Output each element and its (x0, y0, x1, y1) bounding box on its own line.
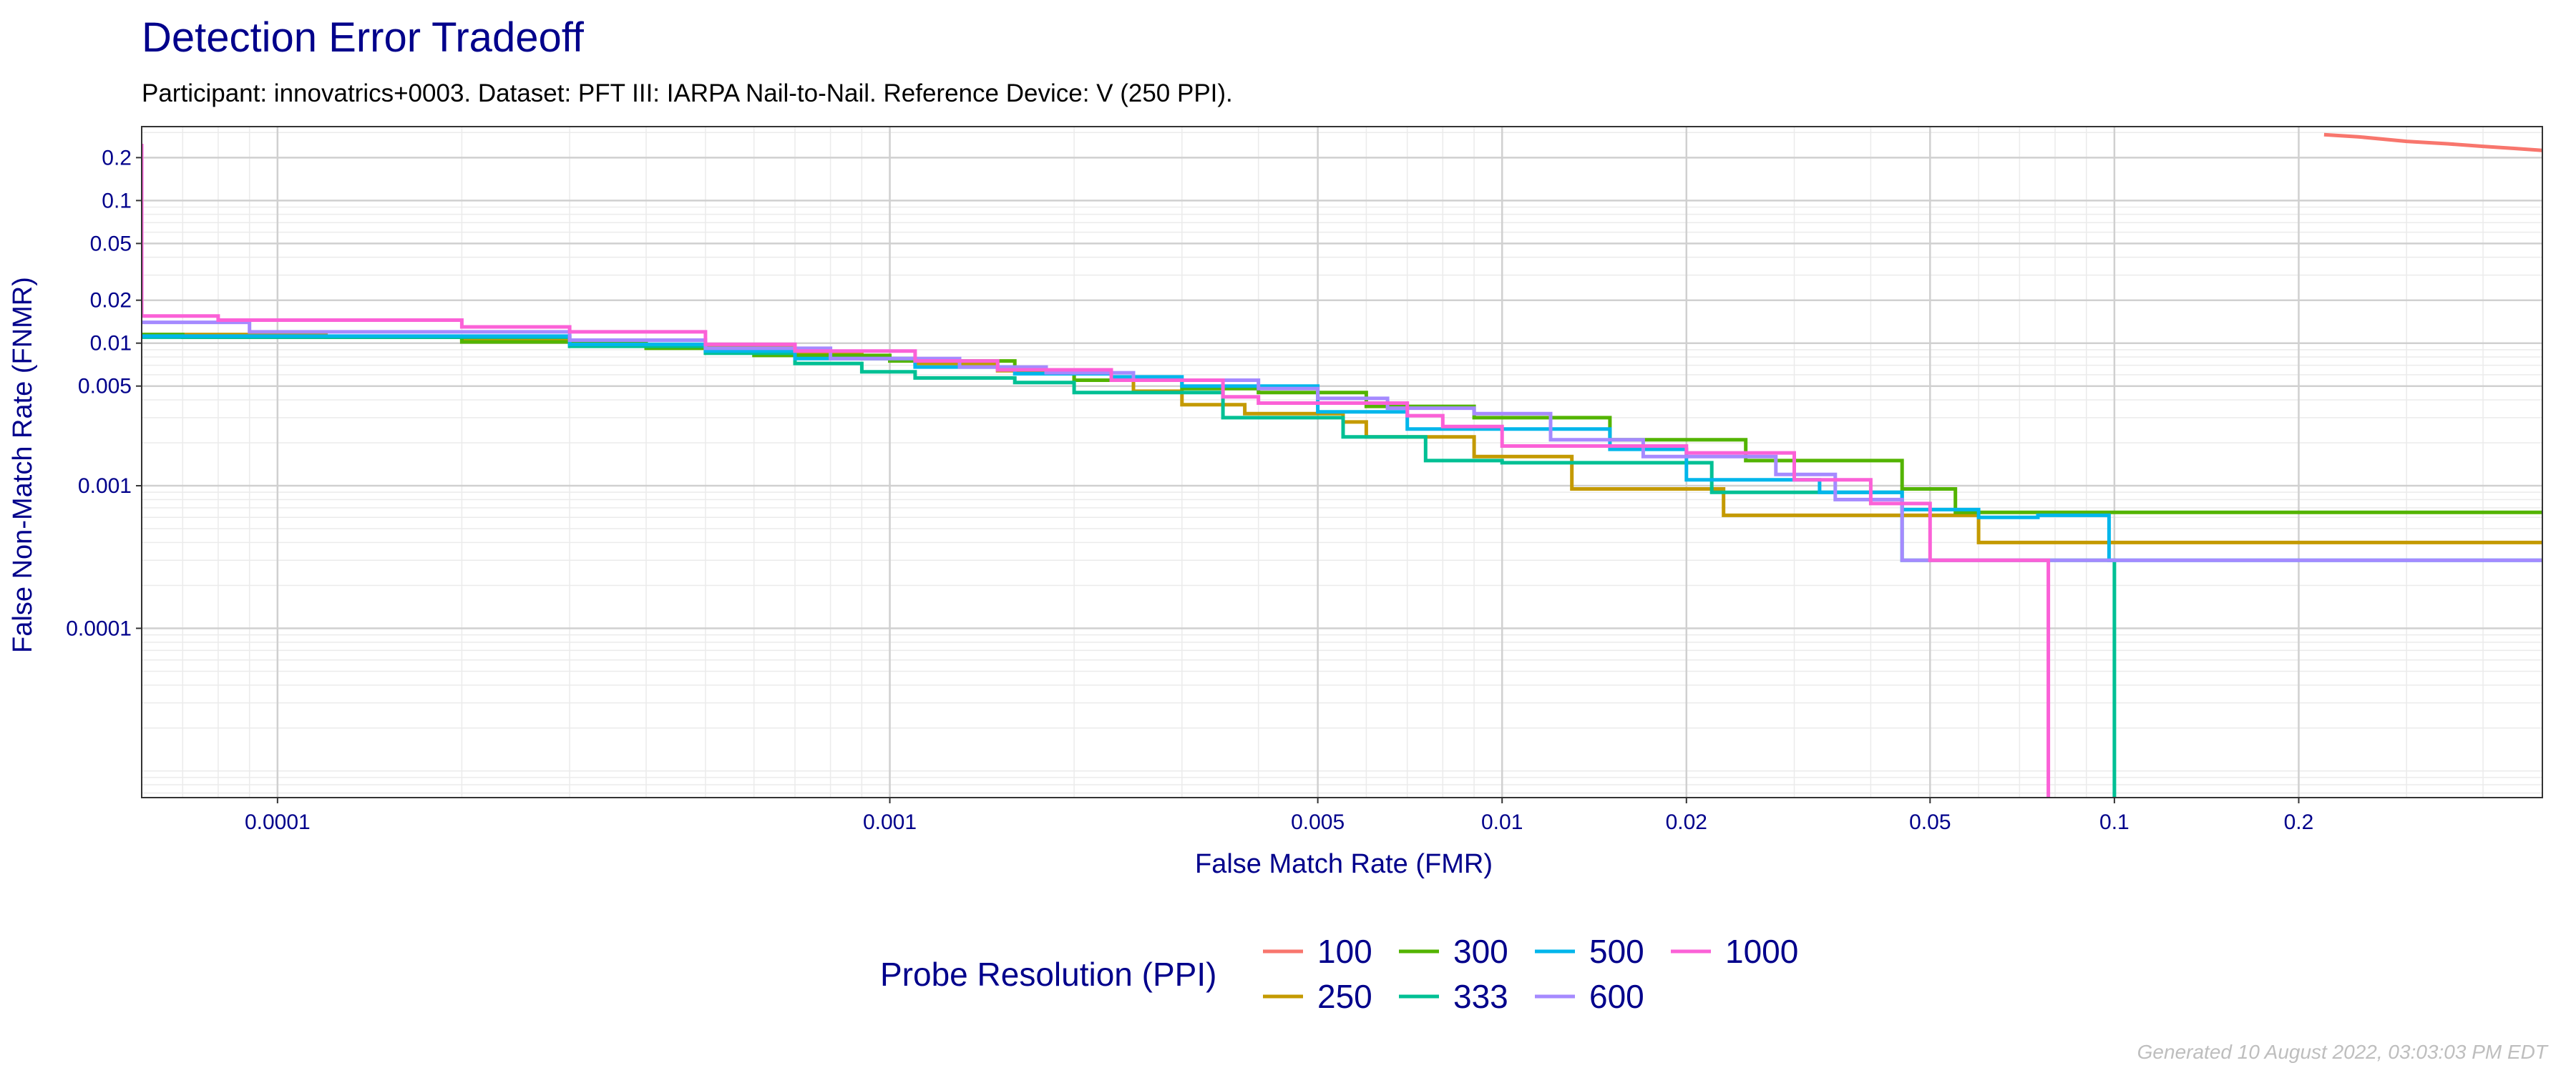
x-tick-label: 0.2 (2284, 810, 2314, 834)
series-line-500 (142, 334, 2542, 562)
y-tick-label: 0.0001 (66, 617, 132, 640)
legend: 100 250 300 333 500 600 1000 (1263, 933, 1798, 1015)
y-tick-label: 0.05 (90, 232, 132, 255)
x-axis-label: False Match Rate (FMR) (1195, 849, 1493, 879)
legend-label-1000: 1000 (1725, 933, 1798, 970)
legend-label-300: 300 (1453, 933, 1508, 970)
y-axis-label: False Non-Match Rate (FNMR) (8, 277, 38, 653)
series-line-1000 (142, 144, 2051, 798)
y-tick-label: 0.1 (102, 189, 132, 212)
y-tick-label: 0.2 (102, 146, 132, 170)
x-tick-label: 0.1 (2099, 810, 2129, 834)
x-tick-label: 0.01 (1481, 810, 1523, 834)
series-line-100 (2323, 132, 2542, 152)
x-tick-label: 0.05 (1909, 810, 1951, 834)
legend-label-100: 100 (1317, 933, 1372, 970)
legend-label-333: 333 (1453, 978, 1508, 1015)
series-layer (142, 132, 2542, 798)
y-axis-ticks: 0.0001 0.001 0.005 0.01 0.02 0.05 0.1 0.2 (66, 146, 142, 640)
y-tick-label: 0.001 (78, 474, 132, 498)
legend-title: Probe Resolution (PPI) (880, 956, 1216, 993)
legend-label-600: 600 (1589, 978, 1644, 1015)
x-axis-ticks: 0.0001 0.001 0.005 0.01 0.02 0.05 0.1 0.2 (245, 798, 2313, 834)
chart-subtitle: Participant: innovatrics+0003. Dataset: … (142, 79, 1233, 107)
x-tick-label: 0.02 (1666, 810, 1707, 834)
grid-layer (141, 127, 2542, 798)
x-tick-label: 0.001 (863, 810, 917, 834)
y-tick-label: 0.02 (90, 289, 132, 313)
x-tick-label: 0.005 (1291, 810, 1345, 834)
legend-label-250: 250 (1317, 978, 1372, 1015)
y-tick-label: 0.005 (78, 375, 132, 398)
series-line-333 (142, 335, 2117, 798)
generated-timestamp: Generated 10 August 2022, 03:03:03 PM ED… (2137, 1041, 2549, 1063)
chart-title: Detection Error Tradeoff (142, 14, 585, 61)
plot-background (142, 127, 2542, 798)
y-tick-label: 0.01 (90, 332, 132, 356)
plot-border (141, 126, 2543, 798)
legend-label-500: 500 (1589, 933, 1644, 970)
x-tick-label: 0.0001 (245, 810, 311, 834)
